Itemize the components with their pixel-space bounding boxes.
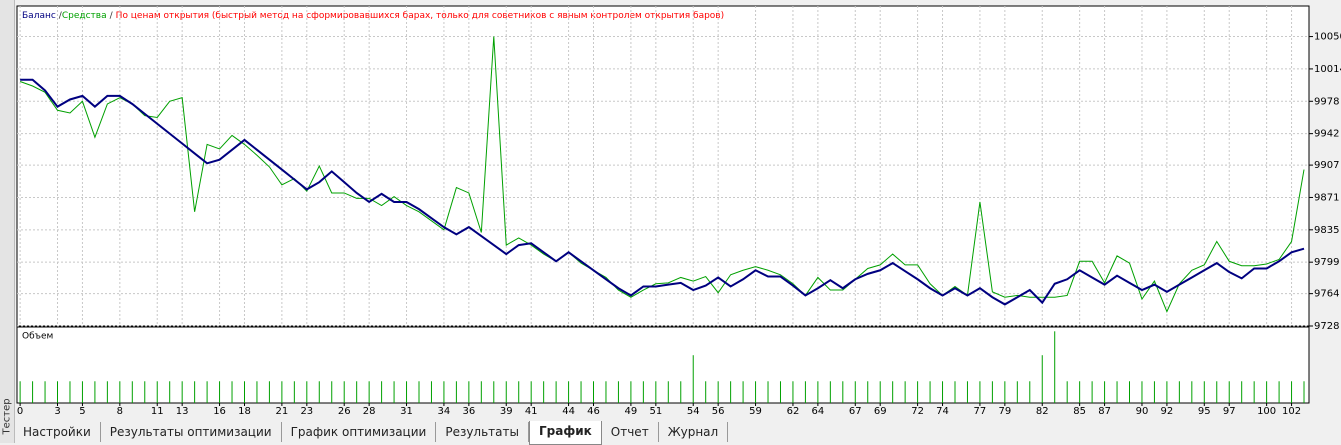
x-tick-label: 3 <box>54 406 60 417</box>
x-tick-label: 62 <box>787 406 800 417</box>
x-tick-label: 18 <box>238 406 251 417</box>
tab[interactable]: Журнал <box>659 422 729 442</box>
x-tick-label: 44 <box>562 406 575 417</box>
tab[interactable]: Настройки <box>14 422 101 442</box>
x-tick-label: 5 <box>79 406 85 417</box>
y-tick-label: 10014 <box>1314 64 1341 75</box>
volume-pane <box>16 326 1310 404</box>
x-tick-label: 56 <box>712 406 725 417</box>
x-tick-label: 8 <box>117 406 123 417</box>
y-tick-label: 9835 <box>1314 225 1339 236</box>
x-tick-label: 92 <box>1161 406 1174 417</box>
x-tick-label: 21 <box>276 406 289 417</box>
main-pane <box>16 5 1310 327</box>
x-tick-label: 36 <box>462 406 475 417</box>
x-tick-label: 85 <box>1073 406 1086 417</box>
series-line <box>20 78 1305 306</box>
x-tick-label: 41 <box>525 406 538 417</box>
x-tick-label: 54 <box>687 406 700 417</box>
volume-label: Объем <box>22 332 53 342</box>
x-tick-label: 23 <box>300 406 313 417</box>
side-panel: Тестер <box>0 0 15 443</box>
chart: Баланс/Средства / По ценам открытия (быстр… <box>16 5 1341 417</box>
legend-separator: / <box>110 11 114 21</box>
x-tick-label: 102 <box>1282 406 1301 417</box>
tab[interactable]: Результаты <box>436 422 529 442</box>
y-tick-label: 9942 <box>1314 129 1339 140</box>
tab-bar: Настройки Результаты оптимизации График оп… <box>14 421 729 445</box>
tab[interactable]: График оптимизации <box>282 422 437 442</box>
legend-separator: / <box>59 11 63 21</box>
mode-label: По ценам открытия (быстрый метод на сфор… <box>116 11 724 21</box>
x-tick-label: 0 <box>17 406 23 417</box>
x-tick-label: 95 <box>1198 406 1211 417</box>
tab[interactable]: График <box>528 421 602 445</box>
x-tick-label: 51 <box>649 406 662 417</box>
legend: Баланс/Средства / По ценам открытия (быстр… <box>22 11 724 21</box>
x-tick-label: 46 <box>587 406 600 417</box>
x-tick-label: 11 <box>151 406 164 417</box>
x-tick-label: 39 <box>500 406 513 417</box>
x-tick-label: 59 <box>749 406 762 417</box>
x-tick-label: 64 <box>812 406 825 417</box>
y-tick-label: 9978 <box>1314 96 1339 107</box>
x-tick-label: 100 <box>1257 406 1276 417</box>
x-tick-label: 13 <box>176 406 189 417</box>
x-tick-label: 79 <box>998 406 1011 417</box>
x-tick-label: 26 <box>338 406 351 417</box>
x-tick-label: 67 <box>849 406 862 417</box>
y-tick-label: 9728 <box>1314 321 1339 332</box>
y-tick-label: 9871 <box>1314 192 1339 203</box>
series-line <box>19 36 1305 313</box>
y-tick-label: 9799 <box>1314 257 1339 268</box>
y-tick-label: 9764 <box>1314 289 1339 300</box>
x-tick-label: 74 <box>936 406 949 417</box>
x-tick-label: 49 <box>625 406 638 417</box>
x-tick-label: 77 <box>974 406 987 417</box>
x-tick-label: 31 <box>400 406 413 417</box>
x-tick-label: 90 <box>1136 406 1149 417</box>
x-tick-label: 28 <box>363 406 376 417</box>
legend-entry: Баланс <box>22 11 56 21</box>
x-tick-label: 34 <box>438 406 451 417</box>
tab[interactable]: Отчет <box>602 422 659 442</box>
x-tick-label: 82 <box>1036 406 1049 417</box>
x-tick-label: 87 <box>1098 406 1111 417</box>
tab[interactable]: Результаты оптимизации <box>101 422 282 442</box>
legend-entry: Средства <box>62 11 107 21</box>
y-tick-label: 9907 <box>1314 160 1339 171</box>
x-tick-label: 69 <box>874 406 887 417</box>
x-tick-label: 16 <box>213 406 226 417</box>
x-tick-label: 97 <box>1223 406 1236 417</box>
x-tick-label: 72 <box>911 406 924 417</box>
